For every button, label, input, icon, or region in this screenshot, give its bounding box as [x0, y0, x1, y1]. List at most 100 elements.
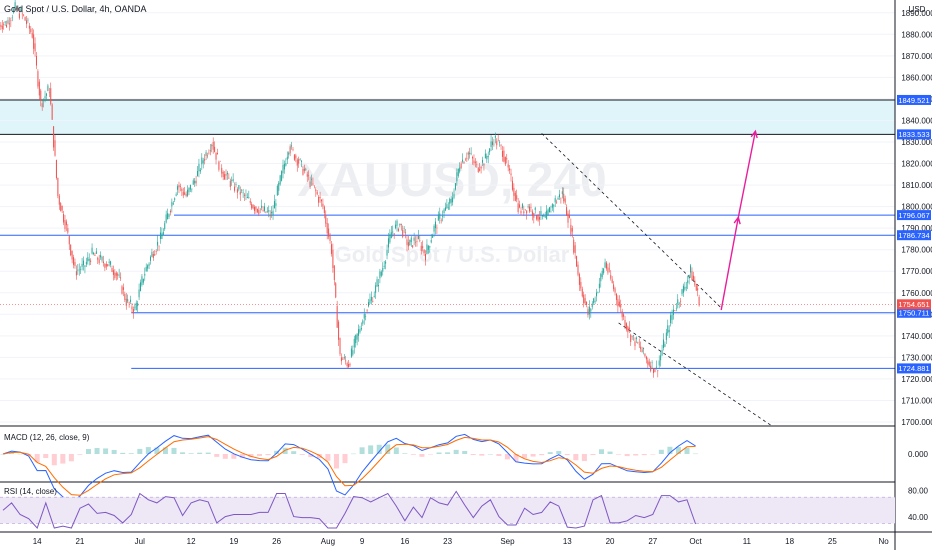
candle-body	[524, 209, 526, 210]
candle-body	[547, 209, 549, 215]
candle-body	[63, 214, 65, 223]
candle-body	[369, 299, 371, 304]
candle-body	[650, 365, 652, 371]
candle-body	[164, 223, 166, 229]
candle-body	[254, 206, 256, 211]
candle-body	[211, 145, 213, 147]
candle-body	[142, 278, 144, 283]
time-tick-label: Oct	[689, 537, 702, 546]
candle-body	[541, 215, 543, 217]
macd-histogram-bar	[342, 454, 348, 464]
macd-signal-line	[2, 436, 696, 496]
candle-body	[385, 261, 387, 264]
candle-body	[568, 214, 570, 218]
candle-body	[680, 300, 682, 302]
candle-body	[409, 239, 411, 246]
candle-body	[359, 329, 361, 333]
candle-body	[402, 229, 404, 237]
candle-body	[462, 159, 464, 162]
candle-body	[573, 239, 575, 253]
current-price-tag	[897, 299, 931, 310]
candle-body	[105, 263, 107, 267]
candle-body	[77, 269, 79, 271]
candle-body	[630, 334, 632, 342]
macd-histogram-bar	[385, 444, 391, 454]
candle-body	[318, 196, 320, 203]
candle-body	[596, 292, 598, 297]
candle-body	[698, 296, 700, 306]
candle-body	[268, 210, 270, 212]
candle-body	[138, 289, 140, 298]
candle-body	[122, 287, 124, 290]
candle-body	[376, 279, 378, 287]
time-tick-label: No	[879, 537, 890, 546]
candle-body	[312, 183, 314, 185]
descending-channel[interactable]	[541, 133, 773, 427]
candle-body	[400, 223, 402, 225]
candle-body	[368, 302, 370, 307]
candle-body	[316, 191, 318, 195]
macd-histogram-bar	[137, 448, 143, 454]
rsi-label[interactable]: RSI (14, close)	[4, 487, 57, 496]
candle-body	[80, 269, 82, 271]
macd-histogram-bar	[17, 453, 23, 455]
channel-lower-line[interactable]	[618, 322, 773, 427]
macd-histogram-bar	[530, 454, 536, 457]
candle-body	[68, 236, 70, 245]
candle-body	[85, 261, 87, 265]
candle-body	[296, 159, 298, 166]
candle-body	[526, 210, 528, 214]
candle-body	[433, 225, 435, 232]
candle-body	[416, 241, 418, 243]
candle-body	[605, 262, 607, 269]
candle-body	[578, 274, 580, 285]
candle-body	[6, 24, 8, 27]
candle-body	[452, 197, 454, 203]
candle-body	[7, 20, 9, 24]
candle-body	[187, 189, 189, 196]
time-tick-label: 21	[75, 537, 84, 546]
projection-arrow-head[interactable]	[750, 129, 758, 139]
chart-title[interactable]: Gold Spot / U.S. Dollar, 4h, OANDA	[4, 4, 147, 14]
candle-body	[53, 126, 55, 148]
candle-body	[593, 298, 595, 303]
macd-tick-label: 0.000	[908, 450, 929, 459]
candle-body	[197, 170, 199, 177]
projection-arrow-shaft[interactable]	[737, 131, 757, 218]
candle-body	[641, 349, 643, 353]
time-axis[interactable]: 14 21 Jul 12 19 26 Aug 9 16 23 Sep 13 20 27 Oct 11 18 25 N…	[33, 537, 890, 546]
candle-body	[325, 214, 327, 224]
candle-body	[504, 157, 506, 165]
candle-body	[204, 159, 206, 161]
candle-body	[236, 189, 238, 193]
candle-body	[16, 8, 18, 10]
candle-body	[513, 187, 515, 196]
macd-histogram-bar	[111, 449, 117, 454]
candle-body	[206, 155, 208, 157]
candle-body	[212, 142, 214, 150]
candle-body	[276, 186, 278, 196]
macd-histogram-bar	[684, 447, 690, 454]
candle-body	[423, 249, 425, 254]
candle-body	[450, 198, 452, 203]
candle-body	[439, 213, 441, 219]
candle-body	[17, 7, 19, 9]
macd-histogram-bar	[624, 454, 630, 457]
candle-body	[201, 157, 203, 165]
candle-body	[346, 363, 348, 367]
candle-body	[263, 206, 265, 211]
candle-body	[674, 310, 676, 311]
projection-arrow-shaft[interactable]	[720, 217, 739, 311]
candle-body	[54, 140, 56, 156]
candle-body	[90, 260, 92, 262]
currency-label[interactable]: USD	[909, 5, 926, 14]
resistance-zone	[0, 99, 895, 135]
price-tick-label: 1820.000	[901, 160, 932, 169]
horizontal-levels[interactable]	[0, 99, 895, 369]
projection-arrows[interactable]	[720, 129, 758, 311]
candle-body	[556, 201, 558, 203]
candle-body	[110, 261, 112, 265]
candle-body	[199, 169, 201, 172]
macd-label[interactable]: MACD (12, 26, close, 9)	[4, 433, 90, 442]
